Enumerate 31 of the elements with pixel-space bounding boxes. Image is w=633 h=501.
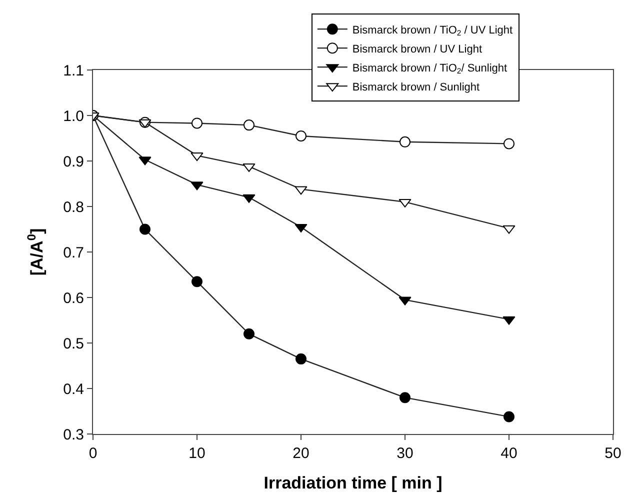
point [244, 328, 254, 340]
x-tick-label: 10 [188, 445, 206, 462]
y-tick-label: 1.0 [63, 108, 84, 125]
point [504, 138, 514, 150]
y-tick-label: 0.6 [63, 290, 84, 307]
x-tick-label: 20 [292, 445, 310, 462]
point [192, 276, 202, 288]
point [296, 353, 306, 364]
x-tick-label: 30 [396, 445, 414, 462]
y-tick-label: 0.8 [63, 198, 84, 216]
point [400, 136, 410, 148]
y-tick-label: 0.5 [63, 335, 84, 352]
x-axis-title: Irradiation time [ min ] [264, 473, 442, 492]
legend-label: Bismarck brown / UV Light [352, 43, 482, 56]
legend-label: Bismarck brown / TiO$_{2}$ / UV Light [352, 24, 513, 38]
legend-label: Bismarck brown / Sunlight [352, 81, 480, 94]
x-tick-label: 40 [500, 445, 518, 462]
point [296, 130, 306, 142]
x-tick-label: 50 [604, 445, 622, 462]
point [244, 120, 254, 131]
y-tick-label: 0.3 [63, 426, 84, 444]
x-tick-label: 0 [88, 445, 98, 462]
point [504, 411, 514, 422]
y-tick-label: 0.4 [63, 380, 84, 398]
point [140, 224, 150, 235]
y-tick-label: 0.9 [63, 153, 84, 170]
y-tick-label: 1.1 [63, 62, 84, 80]
point [192, 118, 202, 129]
legend-label: Bismarck brown / TiO$_{2}$/ Sunlight [352, 62, 508, 76]
point [400, 392, 410, 404]
y-tick-label: 0.7 [63, 244, 84, 262]
